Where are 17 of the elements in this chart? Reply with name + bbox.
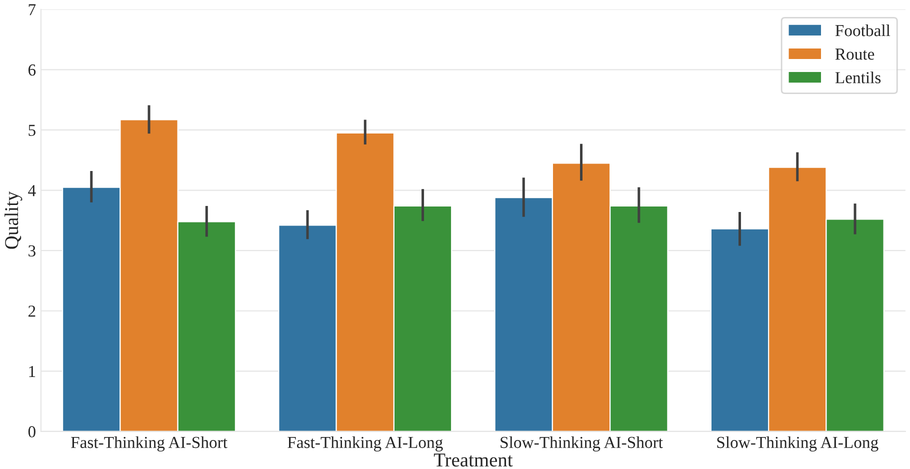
x-tick-label: Slow-Thinking AI-Short xyxy=(500,436,663,452)
y-tick-label: 2 xyxy=(28,306,36,317)
y-tick-label: 1 xyxy=(29,366,36,377)
legend-label: Lentils xyxy=(835,72,881,84)
x-tick-label: Fast-Thinking AI-Long xyxy=(288,436,443,452)
y-tick-label: 5 xyxy=(28,124,36,136)
legend-label: Football xyxy=(835,24,890,36)
y-tick-label: 7 xyxy=(28,4,36,16)
x-tick-label: Slow-Thinking AI-Long xyxy=(717,436,878,452)
y-tick-label: 0 xyxy=(28,426,36,438)
y-tick-label: 6 xyxy=(28,64,36,76)
x-tick-label: Fast-Thinking AI-Short xyxy=(71,436,228,452)
y-tick-label: 4 xyxy=(28,185,36,196)
legend-label: Route xyxy=(835,48,874,60)
y-tick-label: 3 xyxy=(28,245,36,257)
x-axis-title: Treatment xyxy=(434,454,513,467)
y-axis-title: Quality xyxy=(4,191,22,249)
